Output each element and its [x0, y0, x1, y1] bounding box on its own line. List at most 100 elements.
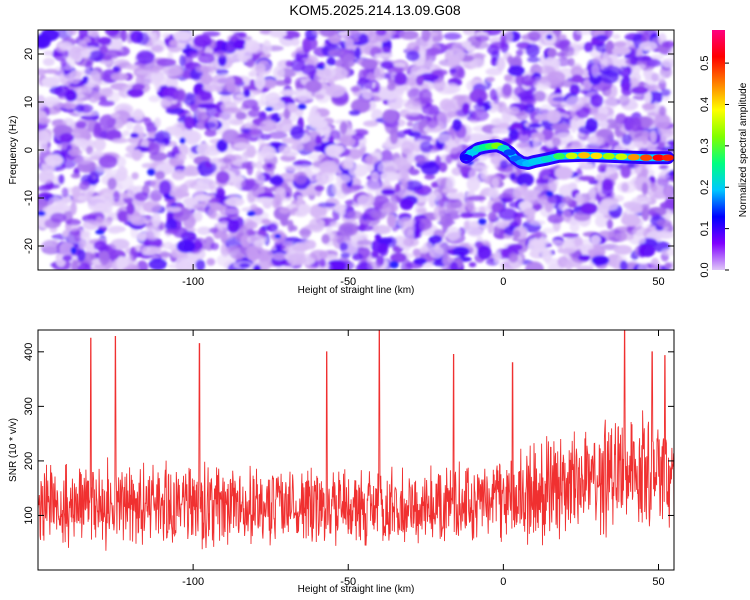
heatmap-cell	[644, 90, 652, 105]
heatmap-cell	[512, 230, 521, 239]
heatmap-cell	[144, 225, 161, 241]
heatmap-cell	[375, 30, 387, 36]
heatmap-cell	[116, 156, 127, 168]
heatmap-cell	[298, 203, 311, 215]
heatmap-cell	[424, 174, 436, 180]
heatmap-cell	[279, 89, 298, 96]
heatmap-cell	[351, 36, 360, 43]
heatmap-cell	[99, 87, 113, 96]
heatmap-cell	[515, 74, 525, 87]
x-tick-label: -100	[182, 276, 204, 288]
heatmap-cell	[445, 154, 453, 165]
signal-track-point	[590, 152, 603, 159]
heatmap-cell	[554, 166, 573, 180]
heatmap-cell	[78, 181, 90, 191]
heatmap-cell	[168, 185, 189, 197]
heatmap-cell	[126, 121, 134, 131]
heatmap-cell	[133, 125, 145, 134]
heatmap-cell	[143, 117, 152, 127]
heatmap-cell	[131, 83, 145, 91]
heatmap-cell	[656, 231, 674, 239]
heatmap-cell	[364, 178, 381, 193]
spectrogram-x-axis: -100 -50 0 50	[182, 30, 665, 288]
heatmap-cell	[87, 89, 101, 103]
heatmap-cell	[612, 41, 627, 48]
heatmap-cell	[546, 109, 561, 124]
heatmap-cell	[498, 122, 510, 129]
heatmap-cell	[380, 171, 400, 182]
heatmap-cell	[397, 190, 408, 199]
heatmap-cell	[615, 113, 627, 125]
heatmap-cell	[633, 55, 652, 62]
heatmap-cell	[151, 212, 161, 228]
heatmap-cell	[242, 99, 259, 109]
heatmap-cell	[148, 95, 161, 103]
heatmap-cell	[133, 244, 148, 253]
colorbar-ticks: 0.0 0.1 0.2 0.3 0.4 0.5	[699, 55, 729, 278]
heatmap-cell	[547, 47, 557, 58]
heatmap-cell	[452, 246, 470, 257]
heatmap-cell	[142, 200, 161, 213]
heatmap-cell	[235, 111, 247, 120]
heatmap-cell	[295, 87, 310, 102]
heatmap-cell	[113, 190, 120, 203]
heatmap-cell	[629, 56, 638, 65]
heatmap-cell	[43, 50, 54, 56]
heatmap-cell	[517, 129, 531, 143]
heatmap-cell	[481, 166, 488, 181]
heatmap-cell	[319, 161, 338, 174]
heatmap-cell	[570, 119, 578, 133]
y-tick-label: -20	[23, 238, 35, 254]
heatmap-cell	[606, 219, 613, 230]
heatmap-cell	[38, 210, 46, 217]
heatmap-cell	[291, 143, 304, 151]
heatmap-cell	[200, 73, 213, 85]
heatmap-cell	[546, 34, 553, 40]
heatmap-cell	[661, 145, 674, 153]
heatmap-cell	[611, 121, 623, 130]
heatmap-cell	[135, 69, 151, 76]
heatmap-cell	[442, 188, 458, 194]
heatmap-cell	[239, 262, 251, 269]
colorbar-tick-label: 0.5	[699, 55, 711, 70]
heatmap-cell	[162, 241, 174, 250]
heatmap-cell	[428, 235, 443, 244]
heatmap-cell	[352, 253, 363, 261]
heatmap-cell	[148, 258, 167, 270]
heatmap-cell	[247, 248, 260, 262]
heatmap-cell	[382, 201, 399, 214]
heatmap-cell	[442, 252, 451, 267]
heatmap-cell	[71, 259, 79, 270]
heatmap-cell	[487, 211, 497, 223]
heatmap-cell	[551, 239, 564, 245]
heatmap-cell	[95, 216, 104, 223]
heatmap-cell	[489, 41, 508, 49]
heatmap-cell	[590, 235, 601, 245]
heatmap-cell	[477, 218, 487, 226]
heatmap-cell	[279, 207, 291, 214]
heatmap-cell	[517, 91, 536, 101]
heatmap-cell	[485, 67, 503, 76]
heatmap-cell	[117, 210, 130, 223]
heatmap-cell	[624, 82, 632, 88]
heatmap-cell	[419, 141, 433, 153]
heatmap-cells	[38, 30, 674, 270]
heatmap-cell	[504, 74, 513, 82]
heatmap-cell	[535, 65, 556, 75]
heatmap-cell	[406, 50, 420, 62]
heatmap-cell	[410, 65, 424, 76]
heatmap-cell	[396, 130, 407, 139]
heatmap-cell	[612, 46, 631, 55]
heatmap-cell	[583, 41, 594, 53]
heatmap-cell	[525, 261, 544, 270]
heatmap-cell	[621, 214, 641, 227]
heatmap-cell	[620, 165, 632, 179]
heatmap-cell	[466, 198, 475, 211]
heatmap-cell	[78, 240, 86, 250]
heatmap-cell	[373, 66, 385, 81]
signal-track-point	[460, 154, 473, 161]
heatmap-cell	[360, 58, 378, 70]
heatmap-cell	[568, 182, 578, 190]
signal-track-point	[503, 149, 516, 156]
heatmap-cell	[377, 160, 398, 176]
